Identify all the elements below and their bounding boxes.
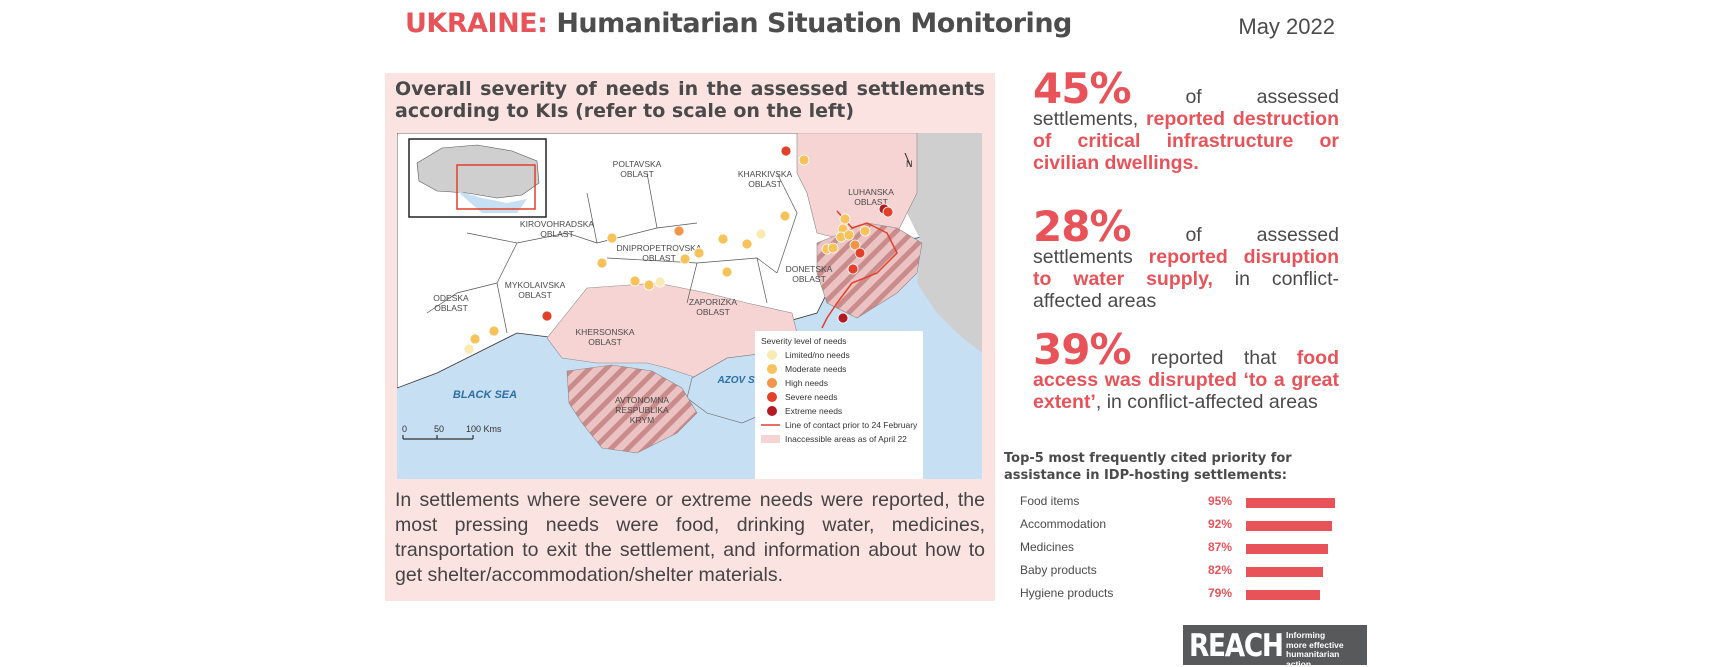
svg-text:0: 0 (402, 424, 407, 434)
title-country: UKRAINE: (405, 8, 548, 39)
oblast-borders (426, 172, 798, 334)
label-black-sea: BLACK SEA (453, 389, 517, 401)
priority-bar (1246, 544, 1328, 554)
stat-pct: 28% (1033, 202, 1132, 251)
priority-bar (1246, 567, 1324, 577)
stat-food: 39% reported that food access was disrup… (1033, 325, 1339, 414)
stat-pct: 39% (1033, 325, 1132, 374)
north-arrow-icon: N (904, 152, 913, 169)
stat-destruction: 45% of assessed settlements, reported de… (1033, 64, 1340, 175)
label-azov-sea: AZOV SEA (716, 375, 768, 386)
label-avtonomna: AVTONOMNA RESPUBLIKA KRYM (615, 395, 669, 425)
label-mykolaivska: MYKOLAIVSKA OBLAST (505, 280, 566, 300)
svg-text:Severe needs: Severe needs (785, 392, 837, 402)
priority-label: Medicines (1020, 540, 1075, 554)
crimea-hatched (566, 364, 698, 454)
stat-pct: 45% (1033, 64, 1132, 113)
header: UKRAINE: Humanitarian Situation Monitori… (405, 8, 1335, 48)
priority-chart: Top-5 most frequently cited priority for… (1004, 450, 1354, 600)
stat-water: 28% of assessed settlements reported dis… (1033, 202, 1340, 313)
svg-text:Limited/no needs: Limited/no needs (785, 350, 850, 360)
needs-note: In settlements where severe or extreme n… (395, 489, 985, 586)
priority-row: Baby products 82% (1020, 563, 1350, 581)
svg-text:100 Kms: 100 Kms (466, 424, 502, 434)
svg-text:High needs: High needs (785, 378, 828, 388)
land-russia (907, 133, 982, 353)
svg-text:Moderate needs: Moderate needs (785, 364, 846, 374)
label-odeska: ODESKA OBLAST (433, 293, 469, 313)
label-kharkivska: KHARKIVSKA OBLAST (738, 169, 793, 189)
label-dnipropetrovska: DNIPROPETROVSKA OBLAST (616, 243, 701, 263)
map-legend: Severity level of needs Limited/no needs… (755, 331, 923, 479)
priority-pct: 95% (1208, 494, 1233, 508)
report-date: May 2022 (1238, 14, 1335, 39)
map-panel: Overall severity of needs in the assesse… (385, 73, 995, 601)
page-title: UKRAINE: Humanitarian Situation Monitori… (405, 8, 1072, 39)
label-khersonska: KHERSONSKA OBLAST (575, 327, 634, 347)
priority-label: Hygiene products (1020, 586, 1114, 600)
priority-bar (1246, 498, 1336, 508)
label-zaporizka: ZAPORIZKA OBLAST (689, 297, 738, 317)
svg-text:N: N (906, 159, 913, 169)
scale-bar: 0 50 100 Kms (402, 424, 502, 440)
priority-row: Hygiene products 79% (1020, 586, 1350, 604)
inset-map (408, 138, 547, 218)
priority-bar (1246, 521, 1333, 531)
svg-text:Extreme needs: Extreme needs (785, 406, 842, 416)
map-svg: N POLTAVSKA OBLAST KHARKIVSKA OBLAST LUHAN… (397, 133, 982, 479)
priority-bar (1246, 590, 1321, 600)
label-luhanska: LUHANSKA OBLAST (848, 187, 894, 207)
contact-line (821, 210, 898, 329)
priority-label: Accommodation (1020, 517, 1107, 531)
priority-row: Medicines 87% (1020, 540, 1350, 558)
legend-title: Severity level of needs (761, 336, 847, 346)
donbas-hatched (816, 222, 923, 319)
map-heading: Overall severity of needs in the assesse… (395, 78, 985, 122)
svg-text:Line of contact prior to 24 Fe: Line of contact prior to 24 February (785, 420, 918, 430)
label-donetska: DONETSKA OBLAST (786, 264, 833, 284)
priority-pct: 79% (1208, 586, 1233, 600)
priority-title: Top-5 most frequently cited priority for… (1004, 451, 1292, 483)
settlement-dots (463, 145, 894, 355)
reach-logo: REACH Informing more effective humanitar… (1183, 625, 1367, 667)
logo-tagline: Informing more effective humanitarian ac… (1286, 630, 1344, 667)
priority-label: Food items (1020, 494, 1080, 508)
label-poltavska: POLTAVSKA OBLAST (613, 159, 662, 179)
svg-text:Inaccessible areas as of April: Inaccessible areas as of April 22 (785, 434, 907, 444)
priority-row: Food items 95% (1020, 494, 1350, 512)
priority-label: Baby products (1020, 563, 1097, 577)
label-kirovohradska: KIROVOHRADSKA OBLAST (520, 219, 594, 239)
priority-pct: 92% (1208, 517, 1233, 531)
svg-text:50: 50 (434, 424, 444, 434)
severity-map: N POLTAVSKA OBLAST KHARKIVSKA OBLAST LUHAN… (397, 133, 982, 479)
title-text: Humanitarian Situation Monitoring (556, 8, 1072, 39)
priority-pct: 82% (1208, 563, 1233, 577)
priority-pct: 87% (1208, 540, 1233, 554)
priority-row: Accommodation 92% (1020, 517, 1350, 535)
